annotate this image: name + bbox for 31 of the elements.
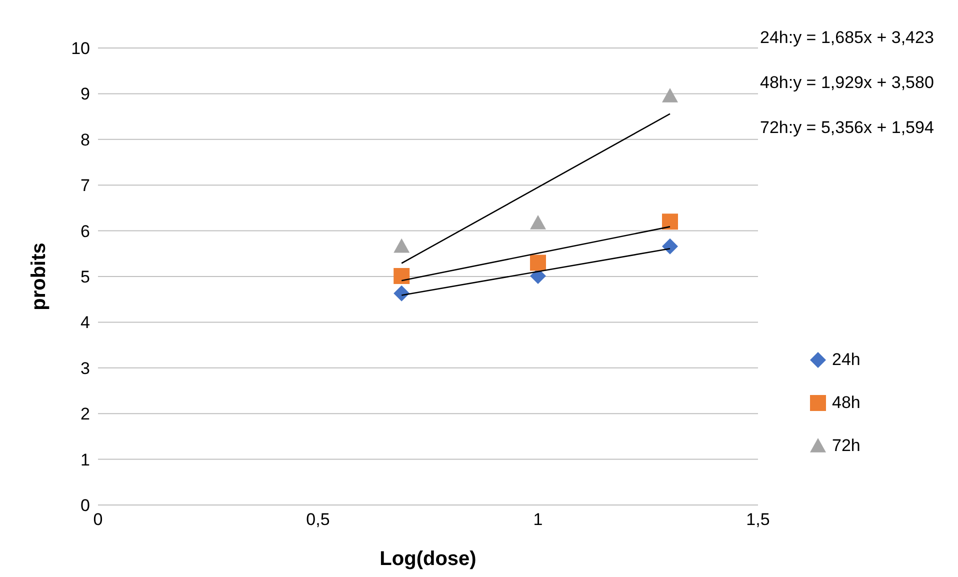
legend-label: 24h: [832, 350, 860, 370]
point: [662, 238, 678, 254]
legend-label: 48h: [832, 392, 860, 412]
y-tick-label: 5: [80, 268, 90, 287]
legend-label: 72h: [832, 436, 860, 456]
y-tick-label: 4: [80, 313, 90, 332]
y-tick-label: 10: [71, 39, 90, 58]
y-tick-label: 2: [80, 404, 90, 424]
y-tick-label: 0: [80, 496, 90, 516]
point: [662, 214, 678, 230]
text: 72h:y = 5,356x + 1,594: [760, 118, 934, 138]
x-tick-label: 0: [93, 510, 103, 530]
y-axis-title: probits: [28, 242, 50, 310]
y-tick-label: 8: [80, 130, 90, 150]
x-tick-label: 0,5: [306, 510, 330, 530]
y-tick-label: 9: [80, 84, 90, 104]
y-tick-label: 7: [80, 176, 90, 196]
text: 24h:y = 1,685x + 3,423: [760, 28, 934, 48]
point: [394, 238, 410, 253]
y-tick-label: 6: [80, 222, 90, 241]
point: [530, 215, 546, 230]
y-tick-label: 1: [80, 450, 90, 470]
y-tick-label: 3: [80, 358, 90, 378]
point: [394, 268, 410, 284]
point: [662, 88, 678, 102]
x-tick-label: 1: [533, 510, 543, 530]
point: [530, 254, 546, 271]
x-tick-label: 1,5: [746, 510, 770, 530]
x-axis-title: Log(dose): [380, 548, 476, 570]
point: [394, 285, 410, 302]
text: 48h:y = 1,929x + 3,580: [760, 73, 934, 93]
